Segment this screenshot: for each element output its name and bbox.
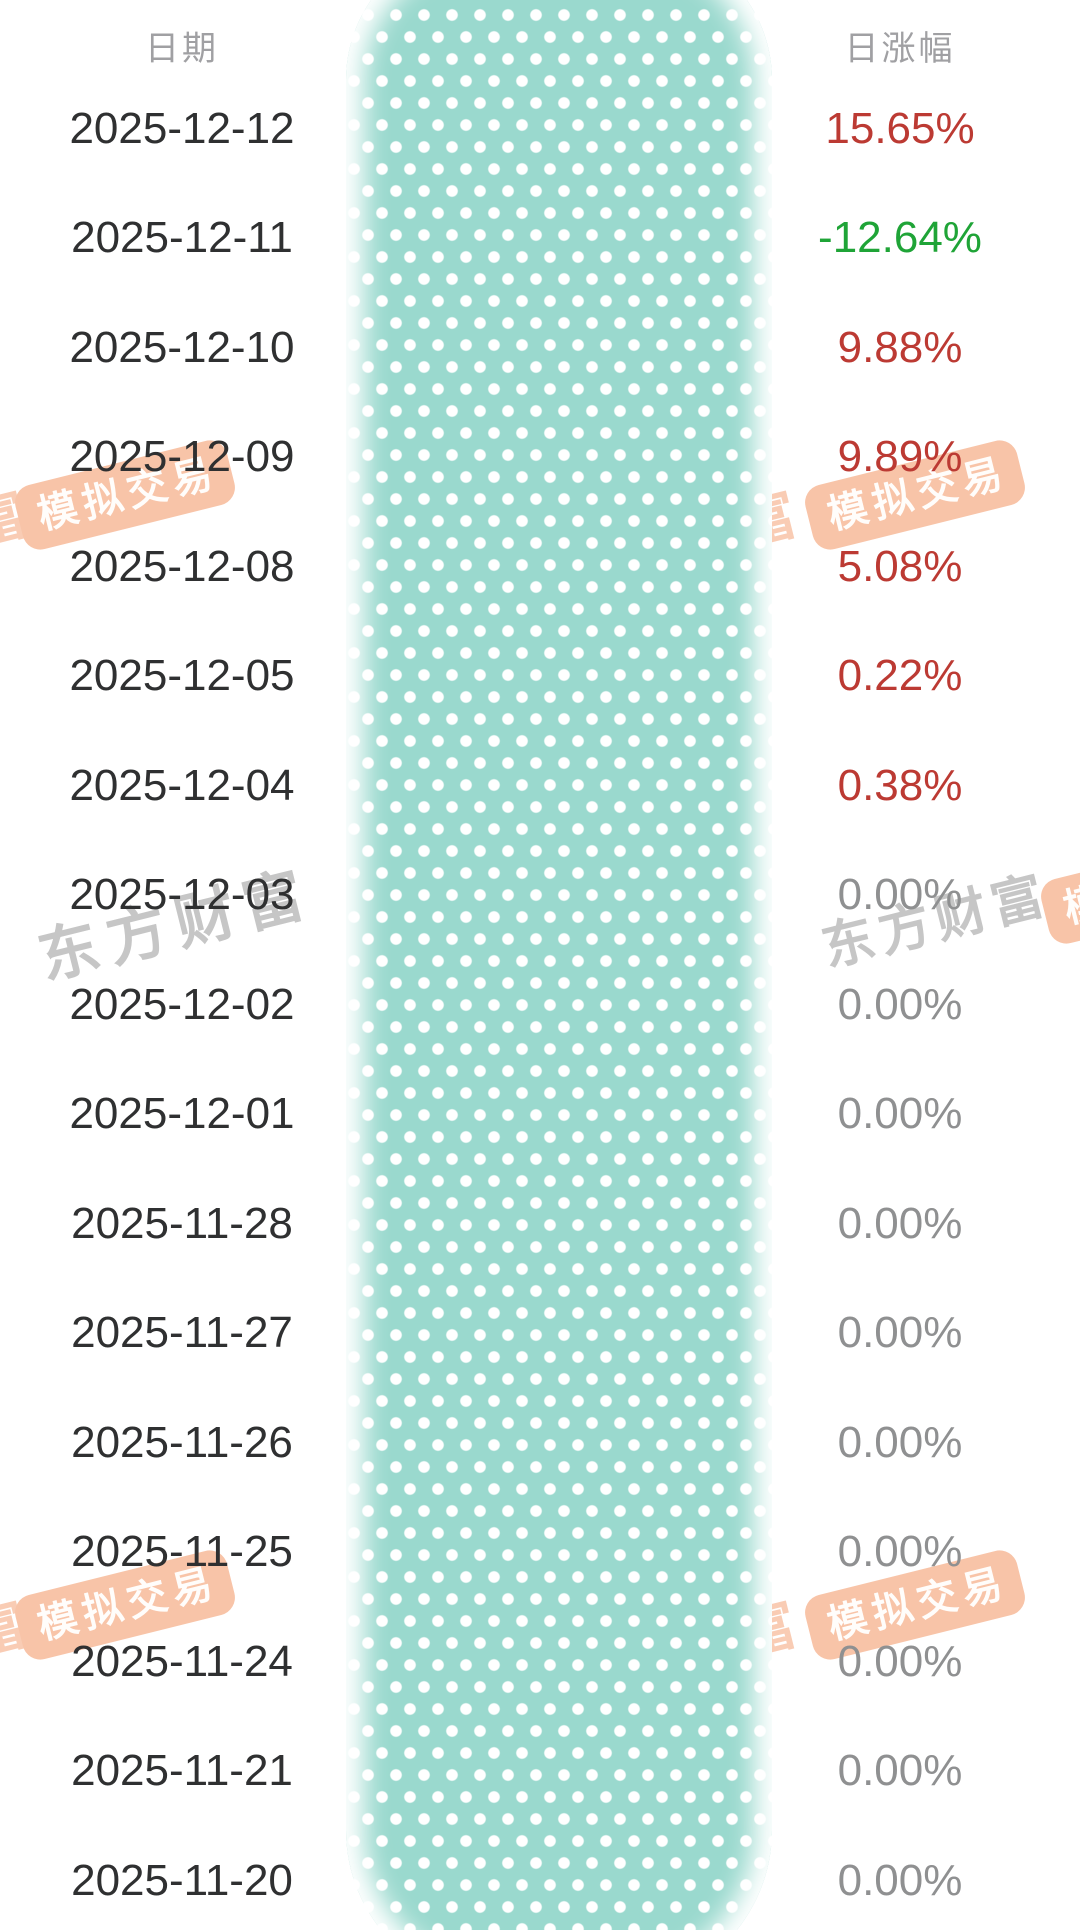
table-row[interactable]: 2025-12-08 5.08% xyxy=(0,512,1080,622)
date-cell: 2025-12-02 xyxy=(69,979,295,1029)
date-cell: 2025-11-20 xyxy=(71,1855,293,1905)
table-row[interactable]: 2025-12-05 0.22% xyxy=(0,622,1080,732)
date-cell: 2025-12-10 xyxy=(69,322,295,372)
daily-change-cell: -12.64% xyxy=(818,213,982,263)
date-cell: 2025-11-25 xyxy=(71,1527,293,1577)
table-row[interactable]: 2025-12-03 0.00% xyxy=(0,841,1080,951)
date-cell: 2025-12-01 xyxy=(69,1089,295,1139)
date-cell: 2025-12-12 xyxy=(69,103,295,153)
table-row[interactable]: 2025-11-20 0.00% xyxy=(0,1826,1080,1930)
table-row[interactable]: 2025-12-11 -12.64% xyxy=(0,184,1080,294)
date-cell: 2025-11-21 xyxy=(71,1746,293,1796)
table-body: 2025-12-12 15.65% 2025-12-11 -12.64% 202… xyxy=(0,74,1080,1930)
date-cell: 2025-12-05 xyxy=(69,651,295,701)
daily-change-cell: 0.22% xyxy=(837,651,963,701)
daily-change-cell: 15.65% xyxy=(825,103,975,153)
date-cell: 2025-12-03 xyxy=(69,870,295,920)
table-row[interactable]: 2025-12-12 15.65% xyxy=(0,74,1080,184)
daily-change-cell: 0.00% xyxy=(837,979,963,1029)
date-cell: 2025-12-11 xyxy=(71,213,293,263)
date-cell: 2025-12-09 xyxy=(69,432,295,482)
daily-change-cell: 0.00% xyxy=(837,1527,963,1577)
daily-change-cell: 0.00% xyxy=(837,1198,963,1248)
table-row[interactable]: 2025-11-27 0.00% xyxy=(0,1279,1080,1389)
censored-column-overlay xyxy=(346,0,772,1930)
table-row[interactable]: 2025-12-02 0.00% xyxy=(0,950,1080,1060)
daily-change-cell: 0.38% xyxy=(837,760,963,810)
date-cell: 2025-11-27 xyxy=(71,1308,293,1358)
table-header-row: 日期 日涨幅 xyxy=(0,26,1080,72)
table-row[interactable]: 2025-12-04 0.38% xyxy=(0,731,1080,841)
table-row[interactable]: 2025-11-25 0.00% xyxy=(0,1498,1080,1608)
table-row[interactable]: 2025-12-01 0.00% xyxy=(0,1060,1080,1170)
daily-change-cell: 5.08% xyxy=(837,541,963,591)
daily-change-cell: 0.00% xyxy=(837,1308,963,1358)
date-cell: 2025-11-26 xyxy=(71,1417,293,1467)
table-row[interactable]: 2025-12-09 9.89% xyxy=(0,403,1080,513)
date-cell: 2025-12-08 xyxy=(69,541,295,591)
daily-change-column-header: 日涨幅 xyxy=(844,30,956,68)
daily-change-cell: 0.00% xyxy=(837,1855,963,1905)
date-cell: 2025-11-24 xyxy=(71,1636,293,1686)
table-row[interactable]: 2025-11-24 0.00% xyxy=(0,1607,1080,1717)
table-row[interactable]: 2025-11-28 0.00% xyxy=(0,1169,1080,1279)
table-row[interactable]: 2025-12-10 9.88% xyxy=(0,293,1080,403)
daily-change-cell: 9.88% xyxy=(837,322,963,372)
daily-change-cell: 0.00% xyxy=(837,1746,963,1796)
date-cell: 2025-12-04 xyxy=(69,760,295,810)
daily-change-cell: 0.00% xyxy=(837,1089,963,1139)
daily-change-cell: 0.00% xyxy=(837,870,963,920)
daily-change-cell: 0.00% xyxy=(837,1636,963,1686)
daily-change-cell: 9.89% xyxy=(837,432,963,482)
table-row[interactable]: 2025-11-21 0.00% xyxy=(0,1717,1080,1827)
daily-change-cell: 0.00% xyxy=(837,1417,963,1467)
date-cell: 2025-11-28 xyxy=(71,1198,293,1248)
table-row[interactable]: 2025-11-26 0.00% xyxy=(0,1388,1080,1498)
date-column-header: 日期 xyxy=(145,30,219,68)
